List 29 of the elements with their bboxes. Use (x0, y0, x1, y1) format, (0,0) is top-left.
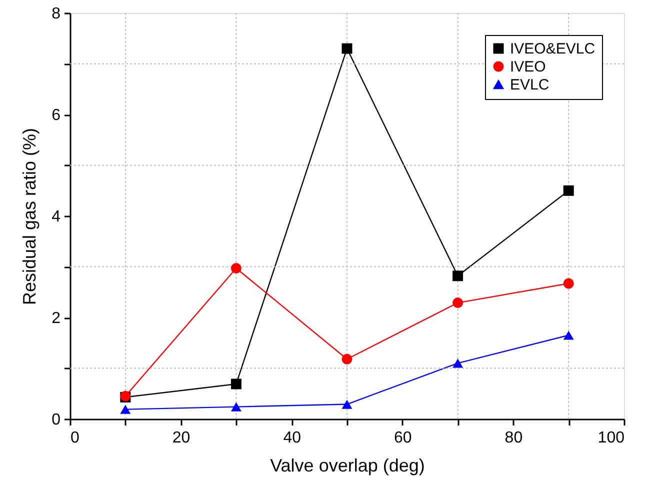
x-tick-label: 80 (504, 430, 523, 446)
point (230, 402, 242, 412)
y-tick-label: 4 (52, 208, 61, 226)
y-tick-label: 6 (52, 107, 61, 124)
x-axis-title: Valve overlap (deg) (270, 456, 425, 476)
point (452, 298, 464, 308)
x-tick-label: 40 (283, 430, 302, 446)
x-tick-label: 20 (172, 430, 190, 446)
legend-label: IVEO (510, 58, 546, 76)
point (452, 358, 464, 368)
y-tick-label: 8 (52, 6, 61, 22)
y-tick-label: 2 (52, 310, 61, 327)
point (563, 278, 574, 289)
x-tick-label: 0 (70, 430, 80, 446)
legend-label: EVLC (510, 76, 550, 94)
point (563, 330, 574, 340)
point (563, 185, 574, 196)
point (452, 270, 464, 282)
point (120, 404, 131, 414)
x-tick-label: 100 (598, 430, 625, 446)
point (342, 354, 352, 364)
point (342, 400, 352, 409)
x-tick-label: 60 (394, 430, 412, 446)
y-tick-label: 0 (52, 412, 61, 428)
y-axis-title: Residual gas ratio (%) (20, 128, 40, 306)
point (230, 378, 242, 390)
point (230, 263, 242, 274)
legend-label: IVEO&EVLC (510, 40, 596, 58)
point (342, 43, 352, 54)
